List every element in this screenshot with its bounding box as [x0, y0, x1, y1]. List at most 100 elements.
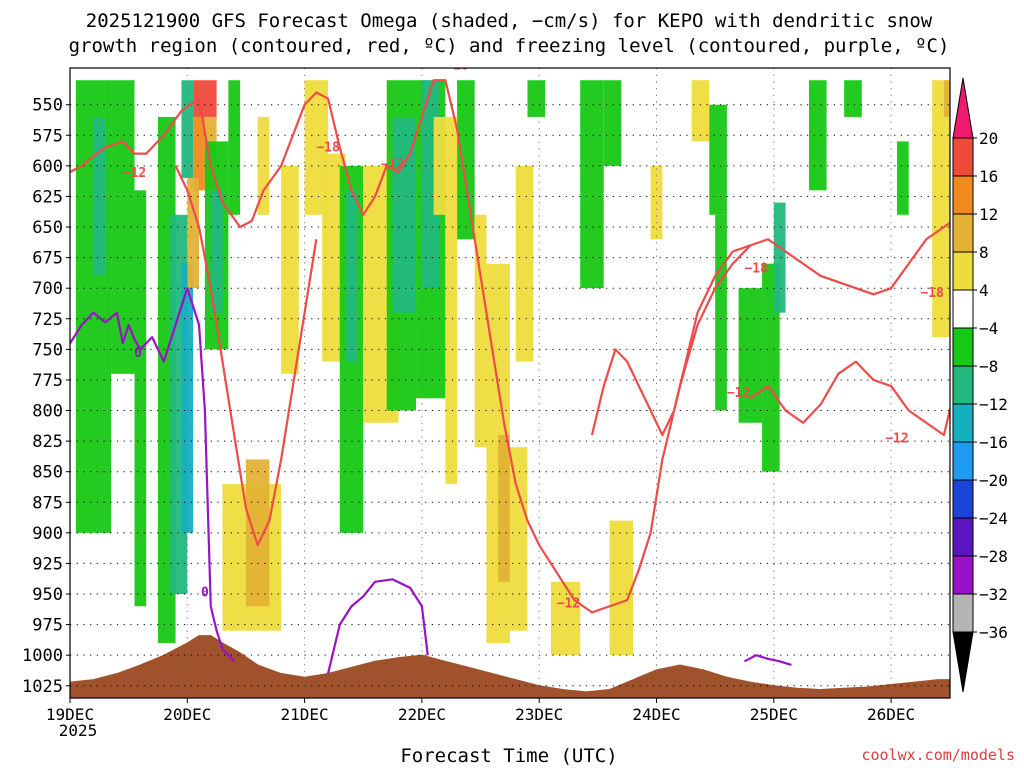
- omega-cell: [609, 520, 634, 656]
- colorbar-label: −28: [979, 547, 1008, 566]
- omega-cell: [527, 80, 546, 117]
- x-tick-label: 20DEC: [163, 705, 211, 724]
- omega-cell: [715, 214, 727, 411]
- freezing-level-label: 0: [134, 346, 142, 361]
- omega-cell: [943, 80, 950, 117]
- omega-cell: [691, 80, 710, 142]
- dgz-contour-line: [649, 221, 950, 534]
- dgz-contour-label: −18: [744, 261, 768, 276]
- y-tick-label: 675: [32, 249, 63, 269]
- colorbar-label: 8: [979, 243, 989, 262]
- colorbar-swatch: [952, 403, 974, 443]
- dgz-contour-label: −12: [123, 166, 146, 181]
- terrain-fill: [70, 635, 950, 698]
- omega-cell: [228, 80, 241, 215]
- freezing-level-line: [209, 605, 236, 663]
- dgz-contour-label: −12: [557, 597, 580, 612]
- y-tick-label: 950: [32, 585, 63, 605]
- colorbar-label: −20: [979, 471, 1008, 490]
- plot-frame: [69, 67, 951, 699]
- omega-cell: [762, 263, 780, 472]
- freezing-level-label: 0: [201, 586, 209, 601]
- omega-cell: [550, 581, 581, 656]
- colorbar-swatch: [952, 251, 974, 291]
- colorbar-label: −12: [979, 395, 1008, 414]
- x-tick-label: 19DEC: [46, 705, 94, 724]
- omega-cell: [1014, 117, 1024, 227]
- x-tick-label: 26DEC: [867, 705, 915, 724]
- colorbar-top-arrow: [952, 77, 974, 139]
- colorbar-swatch: [952, 441, 974, 481]
- colorbar-swatch: [952, 593, 974, 633]
- omega-cell: [603, 80, 622, 166]
- y-tick-label: 800: [32, 402, 63, 422]
- colorbar-label: 16: [979, 167, 998, 186]
- colorbar: 20 16 12 8 4 −4 −8 −12 −16 −20 −24 −28 −32 −36: [952, 77, 1008, 693]
- omega-cell: [979, 80, 997, 129]
- y-tick-label: 925: [32, 554, 63, 574]
- gridlines: [70, 68, 950, 698]
- omega-cell: [457, 80, 475, 240]
- omega-cell: [808, 80, 827, 191]
- dgz-contour-line: [70, 97, 265, 229]
- colorbar-label: −16: [979, 433, 1008, 452]
- x-tick-label: 25DEC: [750, 705, 798, 724]
- x-axis-label: Forecast Time (UTC): [400, 745, 617, 767]
- chart-subtitle: growth region (contoured, red, ºC) and f…: [69, 35, 950, 57]
- colorbar-swatch: [952, 555, 974, 595]
- omega-cell: [187, 178, 200, 289]
- y-tick-label: 875: [32, 493, 63, 513]
- omega-cell: [193, 80, 217, 117]
- x-year-label: 2025: [59, 721, 98, 740]
- y-tick-label: 725: [32, 310, 63, 330]
- omega-cell: [257, 116, 270, 215]
- dgz-contour-line: [997, 215, 1024, 337]
- omega-cell: [896, 141, 909, 215]
- omega-cell: [580, 80, 604, 289]
- omega-cell: [1014, 80, 1024, 337]
- y-tick-label: 900: [32, 524, 63, 544]
- freezing-level-line: [70, 287, 212, 607]
- y-tick-label: 850: [32, 463, 63, 483]
- colorbar-label: −32: [979, 585, 1008, 604]
- colorbar-bottom-arrow: [952, 631, 974, 693]
- omega-cell: [773, 202, 786, 313]
- colorbar-swatch: [952, 479, 974, 519]
- omega-cell: [498, 434, 510, 582]
- x-tick-label: 21DEC: [281, 705, 329, 724]
- dgz-contour-line: [262, 91, 423, 216]
- x-axis: 19DEC 20DEC 21DEC 22DEC 23DEC 24DEC 25DEC 26DEC: [46, 698, 915, 724]
- colorbar-label: −8: [979, 357, 998, 376]
- freezing-level-line: [743, 654, 792, 667]
- colorbar-label: −24: [979, 509, 1008, 528]
- y-tick-label: 600: [32, 157, 63, 177]
- colorbar-label: 20: [979, 129, 998, 148]
- chart-title: 2025121900 GFS Forecast Omega (shaded, −…: [86, 10, 933, 32]
- dgz-contour-label: −12: [1003, 346, 1024, 361]
- dgz-contour-label: −18: [445, 58, 469, 73]
- x-tick-label: 22DEC: [398, 705, 446, 724]
- y-tick-label: 1025: [22, 677, 63, 697]
- omega-cell: [738, 288, 763, 423]
- omega-cell: [93, 116, 106, 276]
- colorbar-swatch: [952, 137, 974, 177]
- dgz-contour-line: [420, 79, 652, 614]
- y-tick-label: 550: [32, 96, 63, 116]
- y-tick-label: 700: [32, 279, 63, 299]
- y-tick-label: 625: [32, 187, 63, 207]
- dgz-contour-label: −12: [885, 431, 908, 446]
- omega-cell: [515, 165, 534, 362]
- omega-cell: [181, 263, 194, 533]
- colorbar-label: −36: [979, 623, 1008, 642]
- y-tick-label: 975: [32, 616, 63, 636]
- y-tick-label: 1000: [22, 646, 63, 666]
- dgz-contour-label: −18: [316, 140, 340, 155]
- x-tick-label: 23DEC: [515, 705, 563, 724]
- freezing-level-line: [326, 578, 429, 674]
- y-tick-label: 825: [32, 432, 63, 452]
- omega-cell: [709, 104, 727, 215]
- omega-cell: [210, 190, 223, 313]
- y-tick-label: 750: [32, 340, 63, 360]
- colorbar-swatch: [952, 517, 974, 557]
